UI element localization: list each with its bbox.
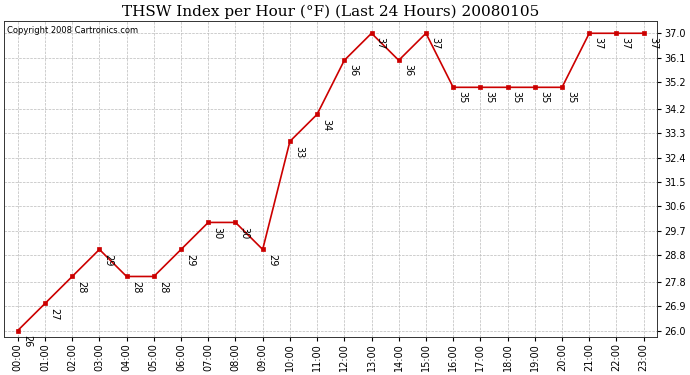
Text: 29: 29 <box>267 254 277 266</box>
Text: 26: 26 <box>22 335 32 347</box>
Text: 30: 30 <box>239 226 250 239</box>
Text: 35: 35 <box>512 92 522 104</box>
Text: 37: 37 <box>375 38 386 50</box>
Text: 37: 37 <box>593 38 603 50</box>
Text: 29: 29 <box>104 254 114 266</box>
Text: 30: 30 <box>213 226 222 239</box>
Text: 37: 37 <box>648 38 658 50</box>
Title: THSW Index per Hour (°F) (Last 24 Hours) 20080105: THSW Index per Hour (°F) (Last 24 Hours)… <box>122 4 540 18</box>
Text: 33: 33 <box>294 146 304 158</box>
Text: 36: 36 <box>403 64 413 77</box>
Text: 29: 29 <box>185 254 195 266</box>
Text: 36: 36 <box>348 64 359 77</box>
Text: Copyright 2008 Cartronics.com: Copyright 2008 Cartronics.com <box>8 26 139 35</box>
Text: 27: 27 <box>49 308 59 320</box>
Text: 28: 28 <box>158 280 168 293</box>
Text: 37: 37 <box>430 38 440 50</box>
Text: 34: 34 <box>322 118 331 131</box>
Text: 28: 28 <box>77 280 86 293</box>
Text: 35: 35 <box>539 92 549 104</box>
Text: 35: 35 <box>457 92 467 104</box>
Text: 35: 35 <box>484 92 495 104</box>
Text: 37: 37 <box>620 38 631 50</box>
Text: 28: 28 <box>131 280 141 293</box>
Text: 35: 35 <box>566 92 576 104</box>
